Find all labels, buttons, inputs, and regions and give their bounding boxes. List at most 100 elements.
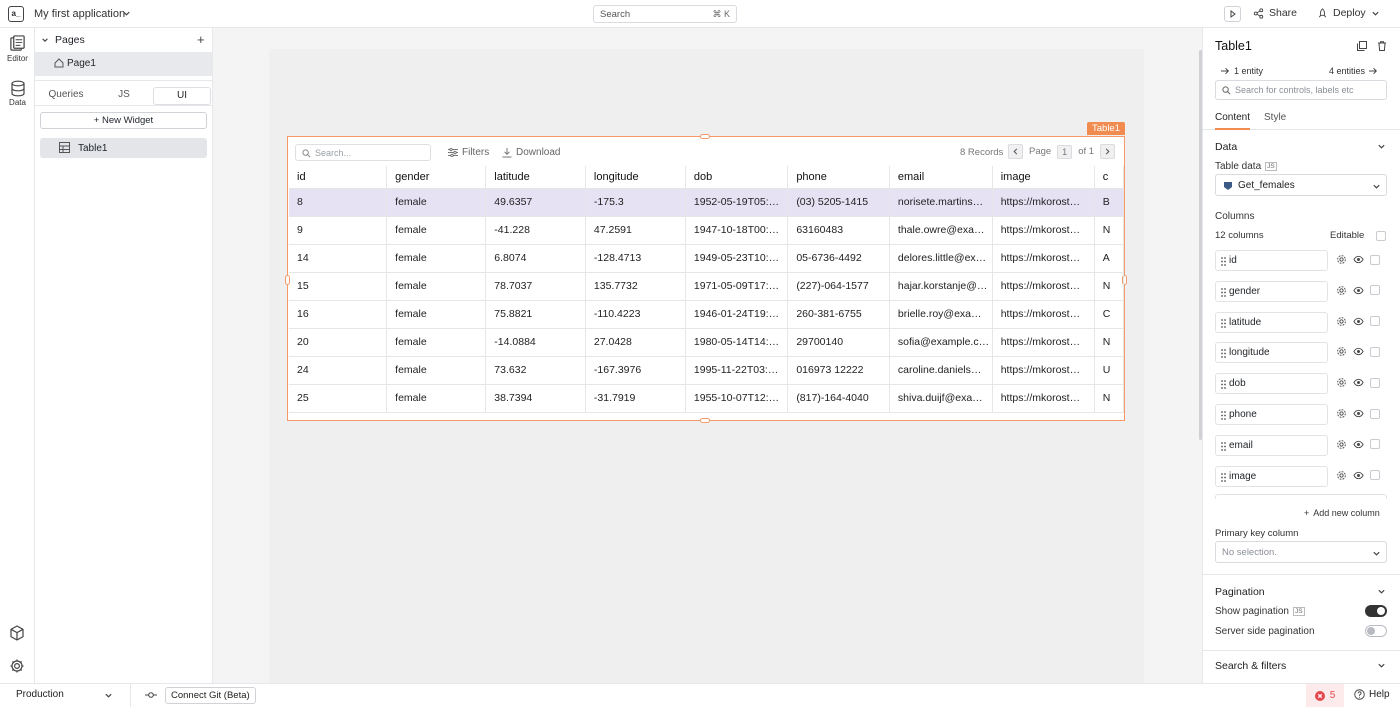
table-cell[interactable]: 1947-10-18T00:…	[685, 216, 789, 245]
primary-key-select[interactable]: No selection.	[1215, 541, 1387, 563]
table-cell[interactable]: -175.3	[585, 188, 686, 217]
connect-git-button[interactable]: Connect Git (Beta)	[165, 687, 256, 704]
column-editable-checkbox[interactable]	[1370, 254, 1380, 265]
column-item-phone[interactable]: phone	[1215, 404, 1328, 425]
table-cell[interactable]: 9	[289, 216, 388, 245]
tab-queries[interactable]: Queries	[48, 89, 84, 100]
table-cell[interactable]: 25	[289, 384, 388, 413]
table-cell[interactable]: 1955-10-07T12:…	[685, 384, 789, 413]
table-cell[interactable]: 27.0428	[585, 328, 686, 357]
table-cell[interactable]: A	[1094, 244, 1124, 273]
column-item-latitude[interactable]: latitude	[1215, 311, 1328, 333]
table-cell[interactable]: 14	[289, 244, 388, 273]
rail-editor[interactable]: Editor	[0, 35, 35, 63]
column-header-image[interactable]: image	[992, 166, 1095, 189]
gear-icon[interactable]	[1336, 377, 1347, 388]
table-row[interactable]: 8 female 49.6357 -175.3 1952-05-19T05:… (03) …	[289, 188, 1124, 217]
table-cell[interactable]: 29700140	[787, 328, 890, 357]
global-search[interactable]: Search ⌘ K	[593, 5, 737, 23]
gear-icon[interactable]	[1336, 408, 1347, 419]
table-cell[interactable]: 38.7394	[485, 384, 586, 413]
table-cell[interactable]: (227)-064-1577	[787, 272, 890, 301]
widget-item-table1[interactable]: Table1	[40, 138, 207, 158]
pages-header[interactable]: Pages	[41, 34, 85, 46]
resize-handle-top[interactable]	[700, 134, 710, 139]
table-row[interactable]: 25 female 38.7394 -31.7919 1955-10-07T12:… (8…	[289, 384, 1124, 413]
table-cell[interactable]: 05-6736-4492	[787, 244, 890, 273]
table-cell[interactable]: female	[386, 244, 487, 273]
chevron-down-icon[interactable]	[1377, 661, 1386, 670]
table-cell[interactable]: 15	[289, 272, 388, 301]
editable-all-checkbox[interactable]	[1376, 231, 1386, 241]
table-cell[interactable]: 135.7732	[585, 272, 686, 301]
download-button[interactable]: Download	[502, 147, 560, 158]
table-cell[interactable]: U	[1094, 356, 1124, 385]
table-data-select[interactable]: Get_females	[1215, 174, 1387, 196]
page-item-page1[interactable]: Page1	[35, 52, 213, 76]
table-cell[interactable]: 6.8074	[485, 244, 586, 273]
eye-icon[interactable]	[1353, 377, 1364, 388]
table-cell[interactable]: 1952-05-19T05:…	[685, 188, 789, 217]
table-cell[interactable]: (03) 5205-1415	[787, 188, 890, 217]
share-button[interactable]: Share	[1253, 7, 1297, 19]
table-cell[interactable]: female	[386, 188, 487, 217]
tab-style[interactable]: Style	[1264, 112, 1287, 123]
table-cell[interactable]: hajar.korstanje@…	[889, 272, 993, 301]
copy-icon[interactable]	[1357, 41, 1367, 51]
table-cell[interactable]: female	[386, 300, 487, 329]
column-editable-checkbox[interactable]	[1370, 377, 1380, 388]
table-cell[interactable]: female	[386, 272, 487, 301]
gear-icon[interactable]	[1336, 316, 1347, 327]
table-cell[interactable]: N	[1094, 384, 1124, 413]
column-header-latitude[interactable]: latitude	[485, 166, 586, 189]
column-item-dob[interactable]: dob	[1215, 373, 1328, 395]
table-cell[interactable]: https://mkorost…	[992, 188, 1095, 217]
data-section-header[interactable]: Data	[1215, 141, 1238, 153]
eye-icon[interactable]	[1353, 346, 1364, 357]
table-cell[interactable]: -14.0884	[485, 328, 586, 357]
chevron-down-icon[interactable]	[1377, 142, 1386, 151]
eye-icon[interactable]	[1353, 408, 1364, 419]
table-row[interactable]: 14 female 6.8074 -128.4713 1949-05-23T10:… 05…	[289, 244, 1124, 273]
rail-data[interactable]: Data	[0, 80, 35, 107]
table-cell[interactable]: https://mkorost…	[992, 328, 1095, 357]
preview-button[interactable]	[1224, 6, 1241, 22]
prev-page-button[interactable]	[1008, 144, 1023, 159]
table-row[interactable]: 24 female 73.632 -167.3976 1995-11-22T03:… 01…	[289, 356, 1124, 385]
packages-icon[interactable]	[9, 625, 25, 641]
column-header-phone[interactable]: phone	[787, 166, 890, 189]
table-cell[interactable]: caroline.daniels…	[889, 356, 993, 385]
table-cell[interactable]: 24	[289, 356, 388, 385]
column-header-id[interactable]: id	[289, 166, 388, 189]
table-row[interactable]: 15 female 78.7037 135.7732 1971-05-09T17:… (2…	[289, 272, 1124, 301]
column-item-email[interactable]: email	[1215, 434, 1328, 456]
resize-handle-bottom[interactable]	[700, 418, 710, 423]
table-cell[interactable]: 1949-05-23T10:…	[685, 244, 789, 273]
app-name[interactable]: My first application	[34, 8, 126, 20]
table-cell[interactable]: female	[386, 384, 487, 413]
eye-icon[interactable]	[1353, 470, 1364, 481]
eye-icon[interactable]	[1353, 439, 1364, 450]
table-cell[interactable]: N	[1094, 328, 1124, 357]
help-button[interactable]: Help	[1354, 689, 1390, 700]
table-cell[interactable]: norisete.martins…	[889, 188, 993, 217]
tab-ui[interactable]: UI	[153, 87, 211, 105]
gear-icon[interactable]	[1336, 470, 1347, 481]
table-cell[interactable]: sofia@example.c…	[889, 328, 993, 357]
column-header-email[interactable]: email	[889, 166, 993, 189]
table-cell[interactable]: 20	[289, 328, 388, 357]
chevron-down-icon[interactable]	[122, 9, 131, 18]
gear-icon[interactable]	[1336, 439, 1347, 450]
table-cell[interactable]: 63160483	[787, 216, 890, 245]
add-page-button[interactable]: +	[197, 32, 205, 47]
table-cell[interactable]: B	[1094, 188, 1124, 217]
column-item-id[interactable]: id	[1215, 250, 1328, 271]
eye-icon[interactable]	[1353, 285, 1364, 296]
table-cell[interactable]: 1995-11-22T03:…	[685, 356, 789, 385]
environment-select[interactable]: Production	[0, 684, 131, 707]
table-row[interactable]: 9 female -41.228 47.2591 1947-10-18T00:… 6316…	[289, 216, 1124, 245]
column-header-gender[interactable]: gender	[386, 166, 487, 189]
eye-icon[interactable]	[1353, 316, 1364, 327]
chevron-down-icon[interactable]	[1377, 587, 1386, 596]
show-pagination-toggle[interactable]	[1365, 605, 1387, 617]
